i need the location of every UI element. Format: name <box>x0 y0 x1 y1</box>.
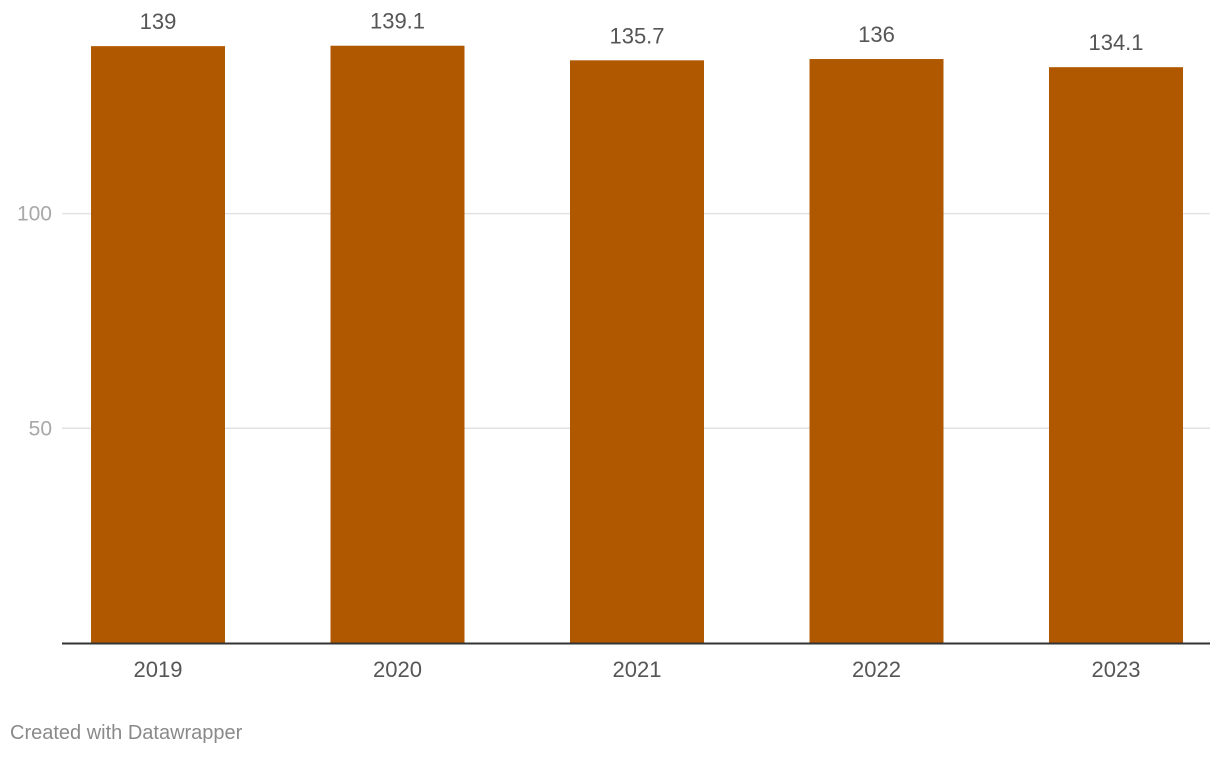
bar-chart: 50 100 139 2019 139.1 2020 135.7 2021 136 2022 134… <box>17 9 1210 682</box>
value-label-2021: 135.7 <box>609 23 664 48</box>
value-label-2023: 134.1 <box>1088 30 1143 55</box>
y-tick-label: 100 <box>17 203 52 226</box>
x-tick-label-2022: 2022 <box>852 657 901 682</box>
x-tick-label-2019: 2019 <box>134 657 183 682</box>
bar-2023 <box>1049 67 1183 644</box>
bar-2022 <box>809 59 944 643</box>
x-tick-label-2023: 2023 <box>1092 657 1141 682</box>
value-label-2022: 136 <box>858 22 895 47</box>
bars <box>91 45 1183 644</box>
labels: 50 100 139 2019 139.1 2020 135.7 2021 136 2022 134… <box>17 9 1144 682</box>
x-tick-label-2020: 2020 <box>373 657 422 682</box>
x-tick-label-2021: 2021 <box>613 657 662 682</box>
value-label-2020: 139.1 <box>370 9 425 34</box>
bar-2020 <box>330 45 465 643</box>
value-label-2019: 139 <box>140 9 177 34</box>
footer-credit: Created with Datawrapper <box>10 722 243 744</box>
y-tick-label: 50 <box>29 417 52 440</box>
bar-2019 <box>91 46 225 643</box>
bar-2021 <box>570 60 704 644</box>
